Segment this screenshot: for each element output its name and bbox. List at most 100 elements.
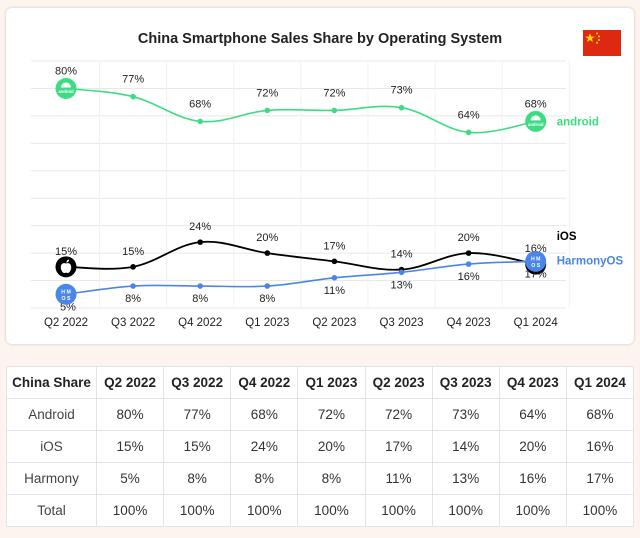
table-row: Android 80% 77% 68% 72% 72% 73% 64% 68% [6, 398, 635, 431]
china-flag-icon [583, 30, 621, 56]
table-cell: 13% [431, 462, 500, 495]
android-icon-badge [525, 110, 547, 132]
data-point [398, 104, 405, 111]
data-point [130, 264, 136, 270]
table-column-header: Q4 2023 [498, 366, 567, 399]
data-point [465, 250, 472, 256]
x-tick-label: Q1 2024 [514, 317, 559, 329]
chart-title: China Smartphone Sales Share by Operatin… [138, 31, 502, 47]
table-cell: 100% [297, 494, 366, 527]
table-row: Harmony 5% 8% 8% 8% 11% 13% 16% 17% [6, 462, 635, 495]
table-row: Total 100% 100% 100% 100% 100% 100% 100% 100% [6, 494, 635, 527]
series-line [65, 260, 536, 296]
table-cell: 100% [498, 494, 567, 527]
data-label: 13% [390, 279, 412, 291]
data-label: 73% [390, 85, 412, 97]
data-label: 72% [256, 87, 278, 99]
table-cell: 68% [565, 398, 635, 431]
table-cell: 17% [565, 462, 635, 495]
android-head [530, 115, 541, 121]
table-cell: 64% [498, 398, 567, 431]
table-row-label: Total [6, 494, 97, 527]
table-cell: 24% [230, 430, 299, 463]
harmonyos-icon: H MO S [525, 250, 547, 272]
table-cell: 72% [297, 398, 366, 431]
gridlines [31, 60, 570, 309]
table-cell: 100% [95, 494, 165, 527]
series-harmonyos: 5%8% 8% 8%11% 13%16% 17%H MO SH MO S [55, 250, 547, 313]
data-label: 72% [323, 87, 345, 99]
harmonyos-icon-badge [525, 250, 547, 272]
harmonyos-icon: H MO S [55, 283, 77, 305]
share-table: China Share Q2 2022 Q3 2022 Q4 2022 Q1 2023 Q… [6, 366, 635, 527]
data-point [264, 107, 271, 114]
table-cell: 16% [498, 462, 567, 495]
apple-shape [60, 263, 72, 274]
table-cell: 17% [364, 430, 433, 463]
data-label: 80% [55, 65, 77, 77]
data-label: 16% [458, 271, 480, 283]
data-label: 24% [189, 221, 211, 233]
data-label: 15% [55, 246, 77, 258]
table-column-header: Q4 2022 [230, 366, 299, 399]
table-cell: 20% [297, 430, 366, 463]
data-label: 8% [192, 293, 208, 305]
data-label: 14% [390, 249, 412, 261]
table-cell: 73% [431, 398, 500, 431]
x-tick-label: Q4 2022 [178, 317, 222, 329]
harmonyos-icon-text: H M [531, 256, 541, 262]
data-label: 16% [525, 243, 547, 255]
table-column-header: Q3 2023 [431, 366, 500, 399]
data-point [264, 283, 271, 289]
data-point [331, 107, 338, 114]
x-tick-label: Q3 2022 [111, 317, 155, 329]
data-point [130, 283, 136, 289]
line-chart: China Smartphone Sales Share by Operatin… [31, 31, 624, 329]
android-icon-badge [55, 77, 77, 99]
data-point [130, 93, 136, 100]
data-point [331, 258, 338, 265]
android-icon-text: android [58, 89, 74, 94]
table-cell: 8% [163, 462, 232, 495]
android-icon-text: android [528, 122, 544, 127]
table-cell: 14% [431, 430, 500, 463]
data-label: 20% [256, 232, 278, 244]
legend-label-harmonyos: HarmonyOS [557, 255, 624, 267]
data-label: 77% [122, 74, 144, 86]
table-row-label: iOS [6, 430, 97, 463]
data-point [465, 261, 472, 267]
table-corner-header: China Share [6, 366, 97, 399]
table-cell: 100% [565, 494, 635, 527]
legend-label-android: android [557, 116, 599, 128]
data-label: 11% [324, 285, 345, 297]
legend-label-ios: iOS [557, 231, 577, 243]
table-cell: 15% [95, 430, 165, 463]
table-cell: 8% [297, 462, 366, 495]
android-icon: android [55, 77, 77, 99]
table-cell: 100% [230, 494, 299, 527]
table-row-label: Harmony [6, 462, 97, 495]
chart-card: China Smartphone Sales Share by Operatin… [6, 8, 634, 344]
data-label: 17% [323, 240, 345, 252]
table-cell: 80% [95, 398, 165, 431]
table-column-header: Q2 2022 [95, 366, 165, 399]
table-cell: 68% [230, 398, 299, 431]
data-label: 64% [458, 109, 480, 121]
data-label: 8% [259, 293, 275, 305]
x-tick-label: Q2 2022 [44, 317, 88, 329]
series-android: 80% 77% 68% 72% 72% 73% 64% 68% android android [55, 65, 547, 136]
harmonyos-icon-text: H M [61, 289, 71, 295]
table-row: iOS 15% 15% 24% 20% 17% 14% 20% 16% [6, 430, 635, 463]
data-label: 15% [122, 246, 144, 258]
data-label: 20% [458, 232, 480, 244]
table-cell: 77% [163, 398, 232, 431]
table-header-row: China Share Q2 2022 Q3 2022 Q4 2022 Q1 2023 Q… [6, 366, 635, 399]
data-point [398, 269, 405, 276]
data-point [331, 275, 338, 281]
table-cell: 11% [364, 462, 433, 495]
android-icon: android [525, 110, 547, 132]
data-label: 68% [525, 98, 547, 110]
harmonyos-icon-text: O S [531, 263, 540, 269]
data-point [197, 239, 203, 245]
apple-icon [55, 256, 77, 278]
